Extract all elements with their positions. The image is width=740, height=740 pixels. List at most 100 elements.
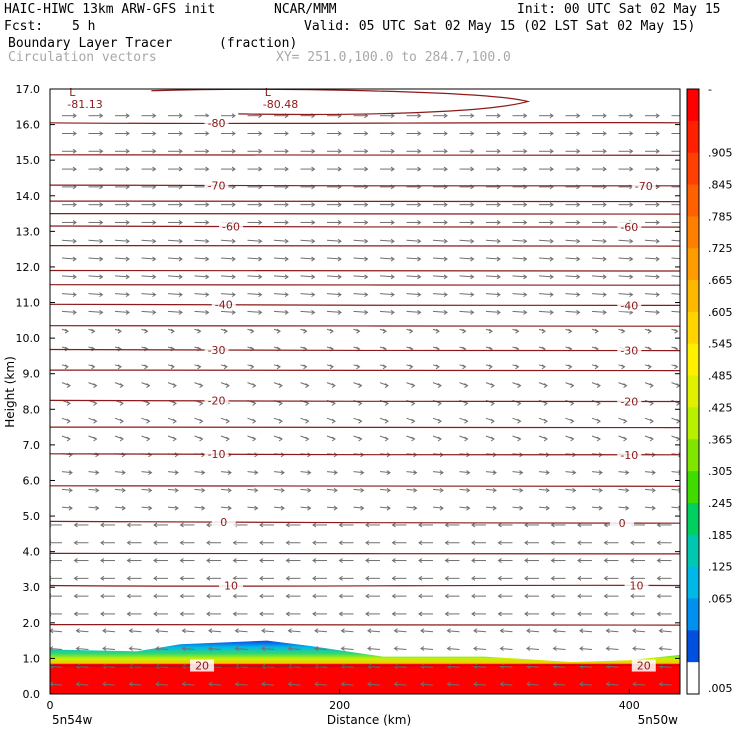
wind-vector-head	[413, 470, 418, 475]
wind-vector-head	[390, 256, 395, 262]
wind-vector-head	[172, 418, 177, 424]
wind-vector	[512, 310, 527, 313]
wind-vector-head	[333, 505, 338, 511]
wind-vector-head	[420, 646, 425, 651]
wind-vector-head	[417, 113, 422, 119]
wind-vector-head	[630, 611, 635, 617]
wind-vector	[512, 488, 523, 491]
wind-vector	[432, 310, 448, 313]
wind-vector-head	[418, 575, 423, 581]
wind-vector-head	[417, 274, 422, 280]
wind-vector	[473, 683, 487, 686]
wind-vector-head	[390, 202, 395, 208]
wind-vector-head	[206, 611, 211, 617]
wind-vector-head	[93, 418, 98, 424]
wind-vector-head	[259, 611, 264, 617]
org-label: NCAR/MMM	[274, 2, 337, 17]
wind-vector-head	[543, 383, 548, 389]
wind-vector-head	[205, 238, 210, 244]
wind-vector	[326, 293, 342, 296]
wind-vector	[618, 293, 633, 296]
wind-vector-head	[444, 611, 449, 617]
wind-vector	[220, 293, 236, 296]
wind-vector	[526, 648, 540, 651]
temperature-contour	[50, 200, 680, 203]
wind-vector-head	[231, 131, 236, 136]
wind-vector-head	[205, 220, 210, 225]
wind-vector-head	[390, 131, 395, 136]
wind-vector-head	[594, 364, 599, 370]
y-tick-label: 7.0	[23, 439, 41, 452]
wind-vector-head	[337, 166, 342, 172]
wind-vector	[300, 293, 315, 296]
wind-vector-head	[252, 383, 257, 389]
colorbar-label: -	[708, 83, 712, 96]
wind-vector-head	[117, 346, 122, 352]
wind-vector-head	[250, 328, 255, 334]
wind-vector-head	[125, 310, 130, 315]
wind-vector-head	[490, 418, 495, 424]
wind-vector	[247, 275, 262, 278]
wind-vector-head	[417, 220, 422, 225]
wind-vector-head	[117, 364, 122, 370]
wind-vector-head	[126, 558, 131, 563]
wind-vector-head	[417, 292, 422, 298]
wind-vector	[500, 683, 513, 686]
wind-vector	[565, 239, 580, 242]
wind-vector-head	[598, 505, 603, 511]
wind-vector	[618, 239, 633, 242]
wind-vector-head	[231, 238, 236, 244]
wind-vector	[379, 488, 391, 491]
wind-vector	[618, 257, 633, 260]
wind-vector	[220, 506, 232, 509]
wind-vector	[353, 471, 364, 474]
wind-vector-head	[411, 383, 416, 389]
wind-vector-head	[181, 681, 186, 687]
wind-vector	[326, 471, 338, 474]
wind-vector-head	[443, 131, 448, 136]
wind-vector-head	[384, 436, 389, 442]
wind-vector-head	[683, 257, 686, 261]
wind-vector-head	[144, 328, 149, 334]
wind-vector-head	[285, 522, 290, 528]
wind-vector	[247, 471, 258, 474]
wind-vector-head	[312, 540, 317, 546]
wind-vector-head	[95, 505, 100, 511]
wind-vector-head	[603, 575, 608, 581]
wind-vector-head	[68, 470, 73, 475]
wind-vector-head	[254, 470, 259, 475]
wind-vector	[220, 239, 236, 242]
wind-vector	[300, 506, 311, 509]
wind-vector-head	[179, 575, 184, 581]
wind-vector	[485, 488, 497, 491]
minimum-value: -81.13	[67, 98, 102, 111]
wind-vector-head	[496, 113, 501, 119]
wind-vector-head	[683, 275, 686, 279]
wind-vector-head	[178, 113, 183, 119]
wind-vector-head	[651, 487, 656, 493]
wind-vector-head	[100, 575, 105, 581]
wind-vector-head	[199, 383, 204, 389]
wind-vector	[141, 275, 156, 278]
wind-vector	[167, 488, 179, 491]
wind-vector-head	[393, 628, 398, 634]
y-tick-label: 17.0	[16, 83, 41, 96]
wind-vector-head	[683, 293, 686, 297]
temperature-contour	[50, 154, 680, 156]
wind-vector-head	[470, 274, 475, 280]
colorbar-segment	[687, 152, 699, 186]
wind-vector-head	[630, 540, 635, 546]
wind-vector-head	[102, 681, 107, 687]
wind-vector-head	[278, 383, 283, 389]
wind-vector-head	[523, 220, 528, 225]
wind-vector	[500, 630, 513, 633]
wind-vector-head	[470, 202, 475, 208]
wind-vector-head	[64, 328, 69, 334]
wind-vector	[512, 293, 527, 296]
wind-vector	[432, 471, 444, 474]
y-tick-label: 12.0	[16, 261, 41, 274]
wind-vector-head	[576, 220, 581, 225]
wind-vector	[261, 648, 275, 651]
wind-vector-head	[382, 364, 387, 370]
wind-vector-head	[390, 113, 395, 119]
